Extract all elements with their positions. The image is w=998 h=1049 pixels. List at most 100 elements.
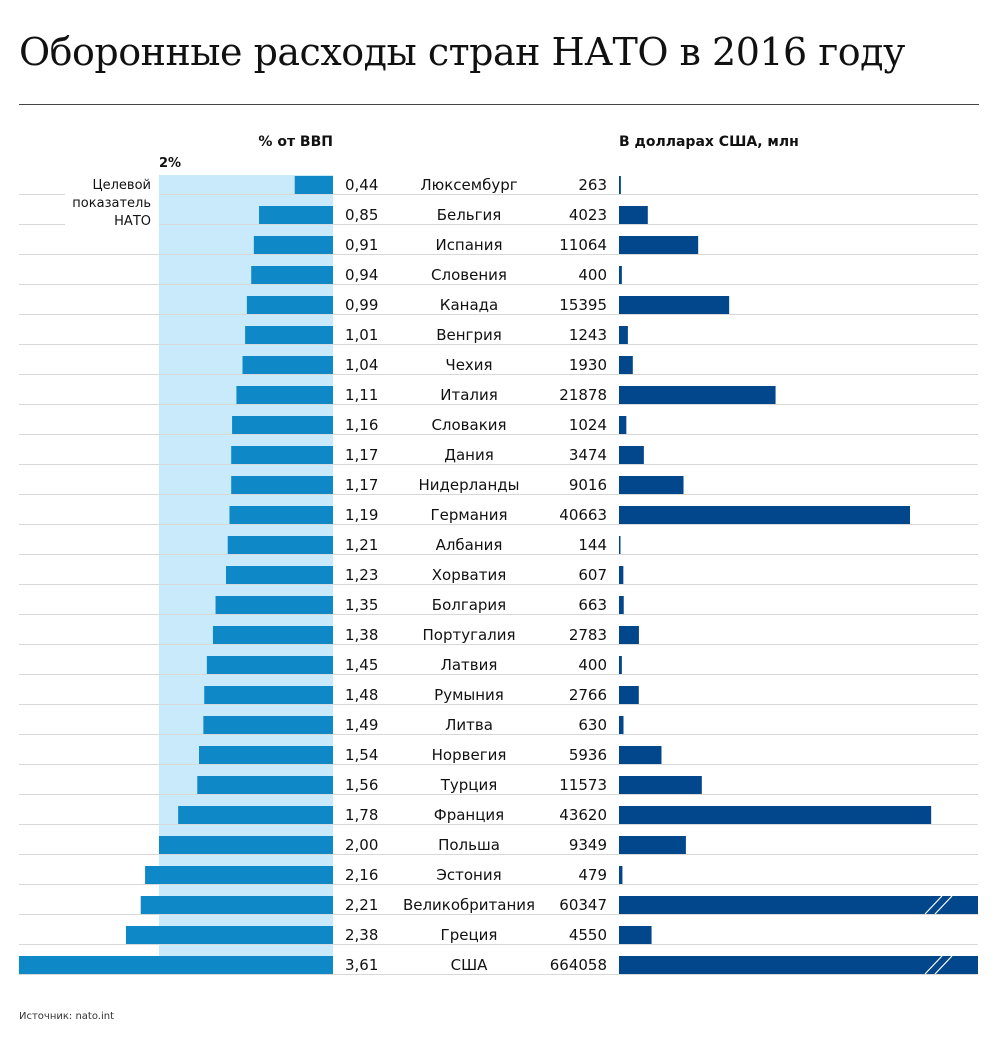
country-label: Бельгия bbox=[437, 206, 502, 224]
gdp-bar bbox=[259, 206, 333, 224]
gdp-value: 0,44 bbox=[345, 176, 378, 194]
gdp-value: 2,21 bbox=[345, 896, 378, 914]
usd-bar bbox=[619, 536, 621, 554]
gdp-value: 2,00 bbox=[345, 836, 378, 854]
usd-value: 400 bbox=[578, 266, 607, 284]
usd-bar bbox=[619, 206, 648, 224]
usd-value: 400 bbox=[578, 656, 607, 674]
usd-value: 4550 bbox=[569, 926, 607, 944]
gdp-bar bbox=[125, 926, 333, 944]
country-label: Канада bbox=[440, 296, 498, 314]
usd-value: 479 bbox=[578, 866, 607, 884]
country-label: Чехия bbox=[445, 356, 492, 374]
gdp-value: 1,17 bbox=[345, 446, 378, 464]
gdp-bar bbox=[18, 956, 334, 974]
usd-bar bbox=[619, 386, 776, 404]
gdp-value: 1,54 bbox=[345, 746, 378, 764]
country-label: Албания bbox=[436, 536, 503, 554]
country-label: Болгария bbox=[432, 596, 506, 614]
gdp-value: 1,16 bbox=[345, 416, 378, 434]
usd-bar bbox=[619, 926, 652, 944]
usd-value: 663 bbox=[578, 596, 607, 614]
usd-bar bbox=[619, 896, 978, 914]
usd-bar bbox=[619, 836, 686, 854]
gdp-bar bbox=[245, 326, 333, 344]
usd-bar bbox=[619, 446, 644, 464]
gdp-bar bbox=[212, 626, 333, 644]
usd-bar bbox=[619, 656, 622, 674]
gdp-value: 3,61 bbox=[345, 956, 378, 974]
gdp-value: 0,85 bbox=[345, 206, 378, 224]
gdp-bar bbox=[253, 236, 333, 254]
country-label: Хорватия bbox=[432, 566, 507, 584]
country-label: Норвегия bbox=[432, 746, 507, 764]
gdp-bar bbox=[199, 746, 333, 764]
gdp-value: 1,17 bbox=[345, 476, 378, 494]
country-label: Франция bbox=[434, 806, 504, 824]
gdp-bar bbox=[206, 656, 333, 674]
usd-bar bbox=[619, 176, 621, 194]
gdp-bar bbox=[178, 806, 333, 824]
usd-value: 11064 bbox=[559, 236, 607, 254]
country-label: Словения bbox=[431, 266, 507, 284]
title-divider bbox=[19, 104, 979, 105]
country-label: Люксембург bbox=[420, 176, 517, 194]
gdp-value: 1,23 bbox=[345, 566, 378, 584]
gdp-value: 0,99 bbox=[345, 296, 378, 314]
gdp-bar bbox=[145, 866, 333, 884]
usd-value: 1024 bbox=[569, 416, 607, 434]
usd-bar bbox=[619, 686, 639, 704]
gdp-bar bbox=[246, 296, 333, 314]
country-label: Польша bbox=[438, 836, 500, 854]
country-label: Нидерланды bbox=[419, 476, 520, 494]
country-label: Латвия bbox=[441, 656, 498, 674]
usd-value: 11573 bbox=[559, 776, 607, 794]
country-label: Дания bbox=[444, 446, 494, 464]
usd-bar bbox=[619, 626, 639, 644]
usd-value: 60347 bbox=[559, 896, 607, 914]
usd-value: 607 bbox=[578, 566, 607, 584]
usd-bar bbox=[619, 266, 622, 284]
gdp-value: 2,16 bbox=[345, 866, 378, 884]
gdp-bar bbox=[294, 176, 333, 194]
target-note-line: показатель bbox=[72, 196, 151, 211]
gdp-value: 1,35 bbox=[345, 596, 378, 614]
usd-value: 4023 bbox=[569, 206, 607, 224]
gdp-value: 1,78 bbox=[345, 806, 378, 824]
gdp-bar bbox=[231, 476, 333, 494]
gdp-value: 1,19 bbox=[345, 506, 378, 524]
usd-value: 1243 bbox=[569, 326, 607, 344]
country-label: Эстония bbox=[436, 866, 501, 884]
country-label: Словакия bbox=[431, 416, 506, 434]
gdp-value: 1,11 bbox=[345, 386, 378, 404]
target-label: 2% bbox=[159, 156, 181, 171]
gdp-bar bbox=[242, 356, 333, 374]
usd-value: 21878 bbox=[559, 386, 607, 404]
gdp-bar bbox=[159, 836, 333, 854]
country-label: Литва bbox=[445, 716, 493, 734]
gdp-value: 1,56 bbox=[345, 776, 378, 794]
gdp-bar bbox=[231, 446, 333, 464]
gdp-bar bbox=[197, 776, 333, 794]
usd-value: 2783 bbox=[569, 626, 607, 644]
header-gdp: % от ВВП bbox=[258, 134, 333, 150]
gdp-bar bbox=[203, 716, 333, 734]
usd-value: 9016 bbox=[569, 476, 607, 494]
usd-bar bbox=[619, 716, 624, 734]
gdp-bar bbox=[215, 596, 333, 614]
usd-bar bbox=[619, 746, 662, 764]
break-mark bbox=[934, 895, 953, 915]
source-note: Источник: nato.int bbox=[19, 1011, 114, 1022]
gdp-value: 1,49 bbox=[345, 716, 378, 734]
usd-bar bbox=[619, 566, 624, 584]
country-label: Германия bbox=[431, 506, 508, 524]
usd-bar bbox=[619, 596, 624, 614]
usd-bar bbox=[619, 806, 932, 824]
country-label: Турция bbox=[440, 776, 498, 794]
usd-value: 1930 bbox=[569, 356, 607, 374]
gdp-value: 2,38 bbox=[345, 926, 378, 944]
gdp-value: 1,48 bbox=[345, 686, 378, 704]
header-usd: В долларах США, млн bbox=[619, 134, 799, 150]
country-label: Италия bbox=[440, 386, 498, 404]
target-note-line: Целевой bbox=[93, 178, 151, 193]
